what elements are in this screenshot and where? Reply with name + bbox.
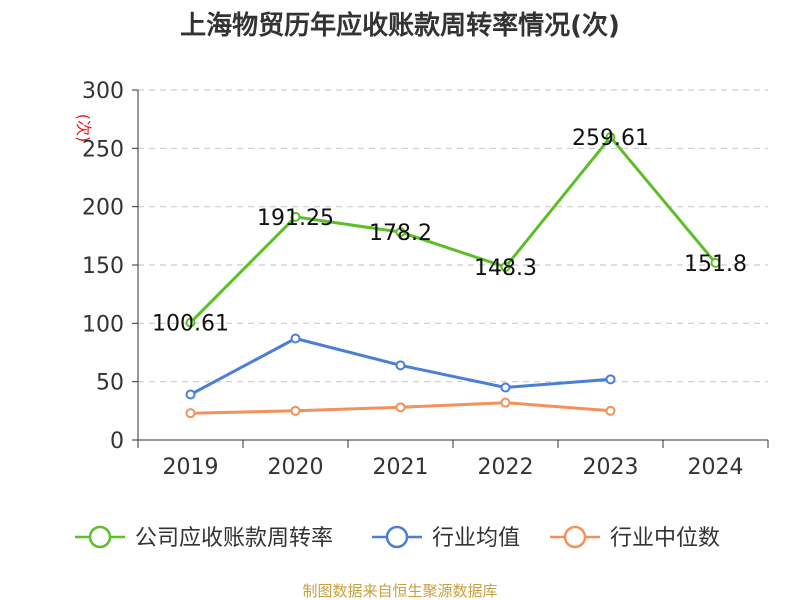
series-line-0 bbox=[189, 135, 717, 324]
legend-marker-2 bbox=[563, 525, 587, 549]
data-label-2024: 151.8 bbox=[684, 252, 747, 277]
x-tick-label-2023: 2023 bbox=[583, 455, 639, 480]
data-point-0-2022 bbox=[500, 261, 511, 272]
y-tick-label-100: 100 bbox=[82, 312, 124, 337]
data-point-1-2020 bbox=[290, 333, 301, 344]
data-point-2-2019 bbox=[185, 408, 196, 419]
data-point-2-2020 bbox=[290, 405, 301, 416]
y-axis-label: (次) bbox=[74, 114, 93, 143]
legend: 公司应收账款周转率 行业均值 行业中位数 bbox=[75, 525, 720, 551]
data-point-0-2020 bbox=[290, 211, 301, 222]
legend-item-1: 行业均值 bbox=[372, 525, 520, 551]
legend-label-2: 行业中位数 bbox=[610, 526, 720, 551]
x-tick-label-2021: 2021 bbox=[373, 455, 429, 480]
series-layer bbox=[185, 132, 721, 419]
data-labels: 100.61 191.25 178.2 148.3 259.61 151.8 bbox=[152, 126, 747, 337]
legend-item-0: 公司应收账款周转率 bbox=[75, 525, 333, 551]
data-label-2021: 178.2 bbox=[369, 221, 432, 246]
data-label-2023: 259.61 bbox=[572, 126, 649, 151]
data-point-1-2021 bbox=[395, 360, 406, 371]
data-point-0-2023 bbox=[605, 132, 616, 143]
axes: 0 50 100 150 200 250 300 2019 2020 2021 2022 2023 20… bbox=[82, 79, 769, 480]
grid-lines bbox=[138, 89, 768, 383]
legend-item-2: 行业中位数 bbox=[550, 525, 720, 551]
data-point-1-2019 bbox=[185, 389, 196, 400]
legend-marker-0 bbox=[88, 525, 112, 549]
data-label-2022: 148.3 bbox=[474, 256, 537, 281]
x-tick-label-2020: 2020 bbox=[268, 455, 324, 480]
data-point-1-2023 bbox=[605, 374, 616, 385]
x-tick-label-2022: 2022 bbox=[478, 455, 534, 480]
data-label-2019: 100.61 bbox=[152, 312, 229, 337]
data-point-1-2022 bbox=[500, 382, 511, 393]
data-point-2-2021 bbox=[395, 402, 406, 413]
legend-label-1: 行业均值 bbox=[432, 526, 520, 551]
data-label-2020: 191.25 bbox=[257, 206, 334, 231]
data-point-0-2019 bbox=[185, 317, 196, 328]
source-note: 制图数据来自恒生聚源数据库 bbox=[302, 582, 497, 600]
chart-title: 上海物贸历年应收账款周转率情况(次) bbox=[180, 10, 620, 41]
y-tick-label-150: 150 bbox=[82, 254, 124, 279]
x-tick-label-2024: 2024 bbox=[688, 455, 744, 480]
y-tick-label-0: 0 bbox=[110, 429, 124, 454]
legend-label-0: 公司应收账款周转率 bbox=[135, 526, 333, 551]
y-tick-label-300: 300 bbox=[82, 79, 124, 104]
data-point-2-2023 bbox=[605, 405, 616, 416]
data-point-0-2021 bbox=[395, 227, 406, 238]
legend-marker-1 bbox=[385, 525, 409, 549]
y-tick-label-50: 50 bbox=[96, 371, 124, 396]
data-point-2-2022 bbox=[500, 397, 511, 408]
x-tick-label-2019: 2019 bbox=[163, 455, 219, 480]
y-tick-label-200: 200 bbox=[82, 196, 124, 221]
data-point-0-2024 bbox=[710, 257, 721, 268]
y-tick-label-250: 250 bbox=[82, 137, 124, 162]
